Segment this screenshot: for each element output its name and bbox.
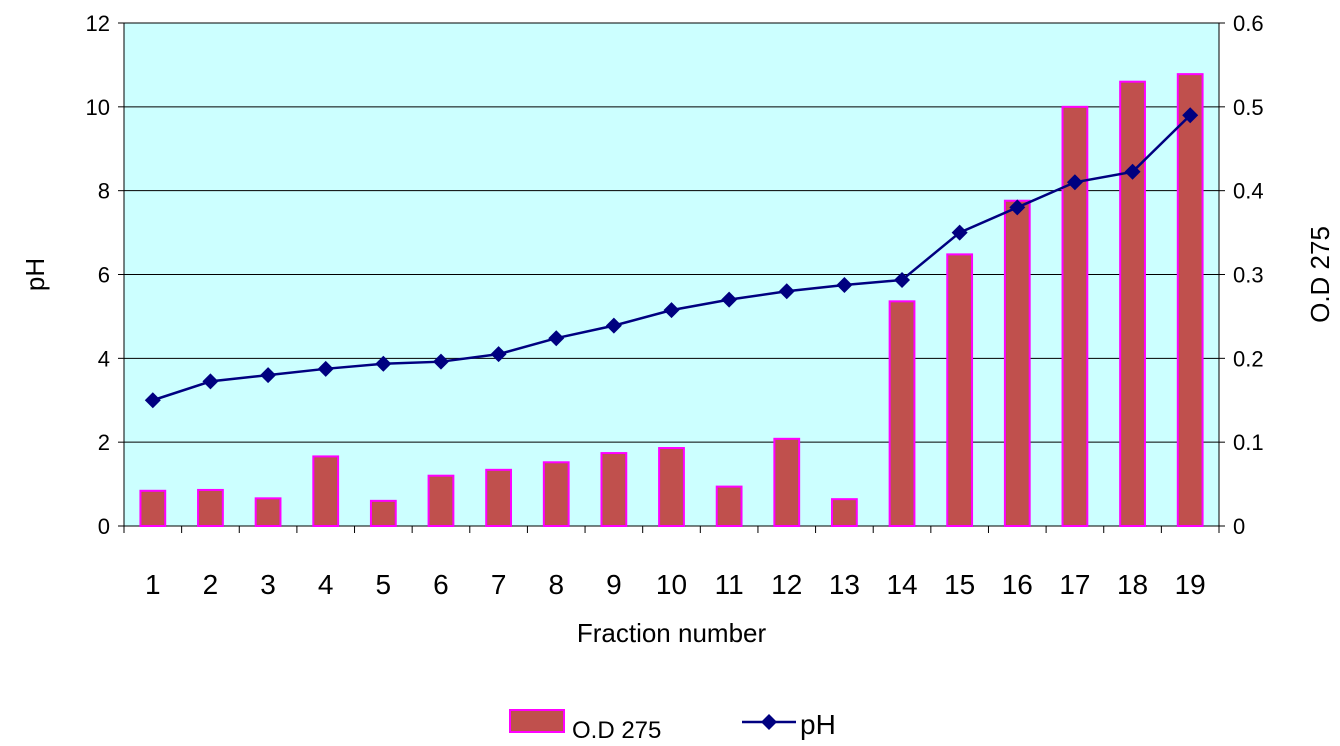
x-tick-label: 4 (318, 569, 334, 600)
x-tick-label: 13 (829, 569, 860, 600)
y2-tick-label: 0.4 (1233, 179, 1264, 204)
y-axis-title: pH (20, 258, 50, 291)
bar-od275 (658, 447, 685, 527)
y2-tick-label: 0.5 (1233, 95, 1264, 120)
legend-label-ph: pH (800, 709, 836, 740)
x-tick-label: 8 (548, 569, 564, 600)
x-tick-label: 5 (376, 569, 392, 600)
ph-point (1009, 199, 1026, 216)
y2-axis-title: O.D 275 (1305, 226, 1335, 323)
x-tick-label: 11 (715, 569, 744, 600)
bar-od275 (1003, 199, 1031, 528)
ph-point (951, 224, 968, 241)
ph-series (144, 107, 1199, 409)
y-tick-label: 2 (98, 430, 110, 455)
x-tick-label: 3 (260, 569, 276, 600)
bar-od275 (715, 485, 743, 527)
ph-point (1124, 163, 1141, 180)
x-tick-label: 17 (1059, 569, 1090, 600)
x-tick-label: 12 (771, 569, 802, 600)
x-tick-label: 9 (606, 569, 622, 600)
y-tick-label: 6 (98, 263, 110, 288)
bar-od275 (888, 300, 916, 527)
ph-point (260, 367, 277, 384)
bar-od275 (254, 497, 282, 527)
x-tick-label: 10 (656, 569, 687, 600)
ph-point (778, 283, 795, 300)
ph-point (432, 353, 449, 370)
x-tick-label: 14 (886, 569, 917, 600)
bar-od275 (773, 437, 801, 527)
ph-point (1066, 174, 1083, 191)
x-tick-label: 15 (944, 569, 975, 600)
x-tick-label: 19 (1175, 569, 1206, 600)
bar-od275 (831, 498, 858, 528)
bar-od275 (139, 489, 167, 528)
ph-point (375, 355, 392, 372)
y2-tick-label: 0.2 (1233, 346, 1264, 371)
bar-od275 (485, 468, 512, 527)
y-tick-label: 8 (98, 179, 110, 204)
ph-point (721, 291, 738, 308)
gridlines (124, 106, 1219, 443)
ph-point (605, 317, 622, 334)
ph-point (144, 392, 161, 409)
y-tick-label: 10 (86, 95, 110, 120)
y-tick-label: 4 (98, 346, 110, 371)
ph-point (663, 302, 680, 319)
ph-point (490, 346, 507, 363)
x-axis-title: Fraction number (577, 618, 767, 648)
y2-tick-label: 0.6 (1233, 11, 1264, 36)
ph-point (317, 360, 334, 377)
x-tick-label: 16 (1002, 569, 1033, 600)
bar-od275 (1176, 73, 1204, 527)
ph-point (836, 276, 853, 293)
ph-point (894, 271, 911, 288)
y-tick-label: 0 (98, 514, 110, 539)
ph-point (1182, 107, 1199, 124)
bar-od275 (542, 461, 570, 527)
y-tick-label: 12 (86, 11, 110, 36)
legend-label-od275: O.D 275 (572, 717, 661, 744)
legend-marker-ph (761, 714, 777, 730)
bar-od275 (1061, 105, 1089, 527)
bar-od275 (369, 499, 397, 528)
y2-tick-label: 0.1 (1233, 430, 1264, 455)
bar-od275 (1119, 80, 1146, 528)
ph-point (548, 330, 565, 347)
bar-od275 (197, 488, 224, 527)
bar-od275 (946, 253, 974, 527)
y2-tick-label: 0.3 (1233, 263, 1264, 288)
bar-od275 (600, 452, 628, 527)
x-tick-label: 7 (491, 569, 507, 600)
x-tick-label: 6 (433, 569, 449, 600)
y2-tick-label: 0 (1233, 514, 1245, 539)
ph-point (202, 373, 219, 390)
legend: O.D 275 pH (509, 709, 836, 744)
x-tick-label: 2 (203, 569, 219, 600)
x-tick-label: 1 (145, 569, 161, 600)
x-tick-label: 18 (1117, 569, 1148, 600)
bar-od275 (312, 455, 340, 527)
od275-bars (139, 73, 1204, 528)
legend-swatch-od275 (509, 709, 565, 733)
bar-od275 (427, 474, 455, 528)
